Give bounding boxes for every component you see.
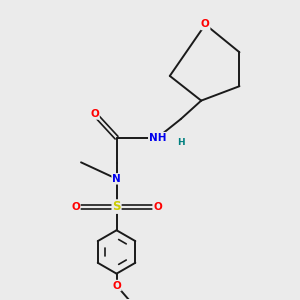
Text: O: O: [153, 202, 162, 212]
Text: H: H: [177, 138, 184, 147]
Text: S: S: [112, 200, 121, 213]
Text: NH: NH: [149, 133, 166, 143]
Text: O: O: [71, 202, 80, 212]
Text: O: O: [112, 280, 121, 290]
Text: O: O: [90, 109, 99, 119]
Text: O: O: [201, 20, 210, 29]
Text: N: N: [112, 174, 121, 184]
